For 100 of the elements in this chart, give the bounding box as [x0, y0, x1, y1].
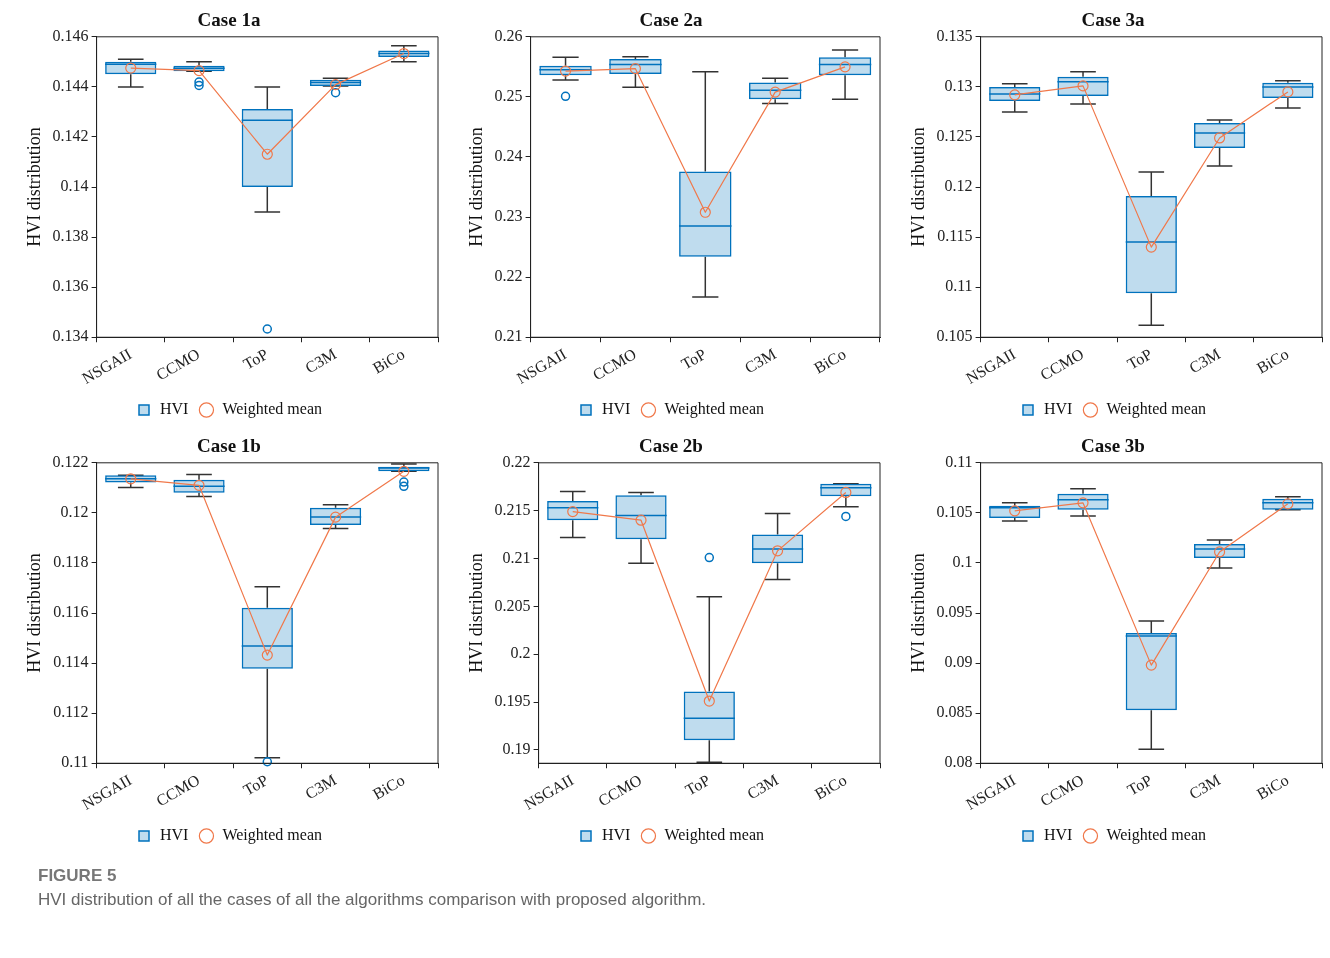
x-tick-label: BiCo [811, 771, 850, 803]
point [125, 473, 137, 485]
chart-title: Case 2b [639, 435, 703, 457]
chart-title: Case 3a [1081, 9, 1145, 31]
y-axis-title: HVI distribution [465, 127, 486, 247]
y-tick-label: 0.23 [494, 207, 523, 225]
point [839, 61, 851, 73]
y-tick-label: 0.13 [944, 77, 973, 95]
y-tick-label: 0.195 [494, 692, 531, 710]
point [769, 86, 781, 98]
caption: FIGURE 5 [38, 866, 118, 886]
y-tick-label: 0.12 [60, 503, 89, 521]
point [193, 479, 205, 491]
legend-label: Weighted mean [664, 400, 764, 419]
x-tick-label: C3M [741, 345, 779, 377]
y-tick-label: 0.116 [53, 603, 89, 621]
x-tick-label: BiCo [810, 345, 849, 377]
y-tick-label: 0.105 [936, 327, 973, 345]
y-tick-label: 0.118 [53, 553, 89, 571]
y-tick-label: 0.25 [494, 87, 523, 105]
point [567, 506, 579, 518]
y-tick-label: 0.114 [53, 653, 89, 671]
y-tick-label: 0.22 [494, 267, 523, 285]
y-tick-label: 0.136 [52, 277, 89, 295]
point [193, 65, 205, 77]
y-tick-label: 0.21 [502, 548, 531, 566]
y-tick-label: 0.085 [936, 703, 973, 721]
y-tick-label: 0.134 [52, 327, 89, 345]
legend-label: HVI [160, 400, 189, 418]
point [398, 47, 410, 60]
point [699, 206, 711, 218]
y-tick-label: 0.21 [494, 327, 523, 345]
y-axis-title: HVI distribution [907, 127, 928, 247]
point [1145, 659, 1157, 671]
y-tick-label: 0.11 [61, 753, 89, 771]
legend-label: Weighted mean [1106, 400, 1206, 419]
y-tick-label: 0.144 [52, 77, 89, 95]
x-tick-label: C3M [1186, 345, 1224, 377]
x-tick-label: BiCo [369, 771, 408, 803]
y-tick-label: 0.112 [53, 703, 89, 721]
chart-title: Case 1b [197, 435, 261, 457]
x-tick-label: C3M [744, 771, 782, 803]
legend-label: HVI [1044, 826, 1073, 844]
x-tick-label: BiCo [1253, 345, 1292, 377]
point [1145, 241, 1157, 253]
y-tick-label: 0.115 [937, 227, 973, 245]
x-tick-label: ToP [682, 771, 713, 799]
y-tick-label: 0.11 [945, 277, 973, 295]
x-tick-label: ToP [240, 771, 271, 799]
x-tick-label: C3M [302, 345, 340, 377]
y-tick-label: 0.14 [60, 177, 89, 195]
chart-title: Case 3b [1081, 435, 1145, 457]
y-tick-label: 0.19 [502, 740, 531, 758]
legend-label: HVI [602, 400, 631, 418]
x-tick-label: ToP [678, 345, 709, 373]
y-tick-label: 0.12 [944, 177, 973, 195]
y-tick-label: 0.138 [52, 227, 89, 245]
y-axis-title: HVI distribution [465, 553, 486, 673]
y-tick-label: 0.24 [494, 147, 523, 165]
y-tick-label: 0.22 [502, 453, 531, 470]
x-tick-label: C3M [302, 771, 340, 803]
point [329, 79, 342, 91]
y-tick-label: 0.205 [494, 596, 531, 614]
y-axis-title: HVI distribution [23, 553, 44, 673]
point [125, 62, 137, 74]
legend-label: HVI [1044, 400, 1073, 418]
point [703, 695, 715, 707]
legend-label: HVI [160, 826, 189, 844]
point [1009, 505, 1021, 517]
legend-label: Weighted mean [1106, 826, 1206, 845]
point [261, 148, 273, 160]
y-tick-label: 0.142 [52, 127, 89, 145]
x-tick-label: BiCo [1253, 771, 1292, 803]
y-tick-label: 0.2 [510, 644, 531, 662]
y-axis-title: HVI distribution [907, 553, 928, 673]
y-tick-label: 0.26 [494, 27, 523, 44]
legend-label: Weighted mean [222, 400, 322, 419]
x-tick-label: ToP [1124, 345, 1155, 373]
legend-label: HVI [602, 826, 631, 844]
x-tick-label: BiCo [369, 345, 408, 377]
point [629, 63, 642, 75]
y-tick-label: 0.1 [952, 553, 973, 571]
point [261, 649, 273, 661]
y-axis-title: HVI distribution [23, 127, 44, 247]
point [1282, 498, 1294, 510]
y-tick-label: 0.095 [936, 603, 973, 621]
y-tick-label: 0.09 [944, 653, 973, 671]
point [559, 65, 572, 77]
legend-label: Weighted mean [664, 826, 764, 845]
y-tick-label: 0.215 [494, 500, 531, 518]
y-tick-label: 0.105 [936, 503, 973, 521]
chart-title: Case 1a [197, 9, 261, 31]
point [1009, 89, 1021, 101]
y-tick-label: 0.135 [936, 27, 973, 44]
y-tick-label: 0.122 [52, 453, 89, 470]
x-tick-label: ToP [1124, 771, 1155, 799]
x-tick-label: C3M [1186, 771, 1224, 803]
x-tick-label: ToP [240, 345, 271, 373]
chart-title: Case 2a [639, 9, 703, 31]
y-tick-label: 0.08 [944, 753, 973, 771]
